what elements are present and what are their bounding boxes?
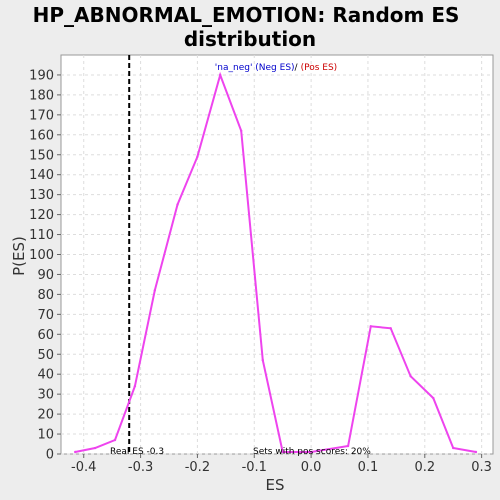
y-tick-label: 110: [29, 228, 54, 243]
x-tick-label: -0.2: [185, 460, 210, 475]
pos-scores-label: Sets with pos scores: 20%: [253, 447, 371, 457]
y-tick-label: 40: [37, 368, 54, 383]
data-point: [196, 155, 199, 158]
y-tick-label: 10: [37, 428, 54, 443]
chart-title-line1: HP_ABNORMAL_EMOTION: Random ES: [33, 3, 460, 27]
data-point: [239, 129, 243, 133]
data-point: [409, 374, 412, 378]
data-point: [218, 73, 222, 77]
x-tick-label: 0.2: [414, 460, 435, 475]
data-point: [93, 446, 97, 450]
data-point: [309, 450, 313, 454]
data-point: [369, 325, 372, 328]
y-axis-label: P(ES): [10, 236, 28, 276]
data-point: [346, 444, 350, 448]
x-tick-label: 0.1: [358, 460, 379, 475]
y-tick-label: 50: [37, 348, 54, 363]
legend-neg: 'na_neg' (Neg ES): [215, 63, 295, 73]
y-tick-label: 140: [29, 168, 54, 183]
data-point: [474, 450, 478, 454]
y-ticks: 0 10 20 30 40 50 60 70 80 90 100 110 120 130 140 150 160…: [29, 68, 61, 463]
data-point: [281, 450, 284, 454]
legend: 'na_neg' (Neg ES)/(Pos ES): [215, 63, 337, 73]
x-ticks: -0.4 -0.3 -0.2 -0.1 0.0 0.1 0.2 0.3: [71, 454, 492, 475]
y-tick-label: 20: [37, 408, 54, 423]
y-tick-label: 190: [29, 68, 54, 83]
y-tick-label: 90: [37, 268, 54, 283]
x-tick-label: -0.3: [128, 460, 153, 475]
y-tick-label: 60: [37, 328, 54, 343]
legend-separator: /: [295, 63, 299, 73]
y-tick-label: 170: [29, 108, 54, 123]
data-point: [261, 359, 264, 362]
chart-title-line2: distribution: [184, 27, 316, 51]
y-tick-label: 130: [29, 188, 54, 203]
y-tick-label: 70: [37, 308, 54, 323]
data-point: [113, 438, 117, 442]
y-tick-label: 160: [29, 128, 54, 143]
data-point: [389, 327, 392, 330]
x-tick-label: -0.4: [71, 460, 96, 475]
data-point: [176, 203, 179, 206]
data-point: [153, 289, 156, 292]
y-tick-label: 80: [37, 288, 54, 303]
y-tick-label: 180: [29, 88, 54, 103]
y-tick-label: 0: [46, 448, 54, 463]
x-tick-label: -0.1: [242, 460, 267, 475]
real-es-label: Real ES -0.3: [110, 447, 164, 457]
x-tick-label: 0.3: [471, 460, 492, 475]
data-point: [133, 384, 137, 388]
y-tick-label: 150: [29, 148, 54, 163]
y-tick-label: 120: [29, 208, 54, 223]
y-tick-label: 30: [37, 388, 54, 403]
data-point: [452, 446, 455, 450]
x-tick-label: 0.0: [301, 460, 322, 475]
data-point: [432, 396, 435, 400]
y-tick-label: 100: [29, 248, 54, 263]
grid: [61, 55, 493, 455]
legend-pos: (Pos ES): [301, 63, 338, 73]
series-points: [74, 73, 478, 454]
data-point: [74, 450, 77, 454]
x-axis-label: ES: [266, 476, 285, 494]
